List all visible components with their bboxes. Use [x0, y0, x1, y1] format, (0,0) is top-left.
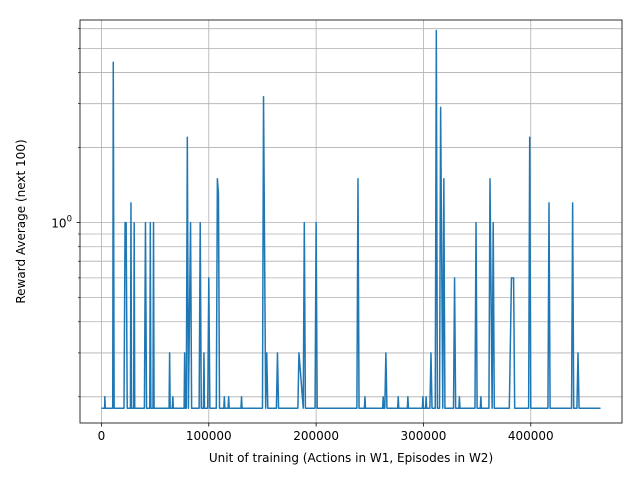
series-line: [101, 29, 601, 409]
x-tick-label: 0: [98, 429, 106, 443]
x-tick-label: 200000: [293, 429, 339, 443]
axes-frame: [79, 19, 623, 424]
y-tick-label: 100: [51, 215, 72, 231]
x-tick-label: 400000: [508, 429, 554, 443]
x-tick-label: 100000: [186, 429, 232, 443]
x-axis-label: Unit of training (Actions in W1, Episode…: [209, 451, 493, 465]
plot-area: [101, 29, 601, 409]
grid: [80, 20, 622, 423]
x-tick-label: 300000: [401, 429, 447, 443]
y-axis-label: Reward Average (next 100): [14, 139, 28, 303]
y-axis: 100: [51, 28, 80, 398]
x-axis: 0 100000 200000 300000 400000: [98, 423, 554, 443]
